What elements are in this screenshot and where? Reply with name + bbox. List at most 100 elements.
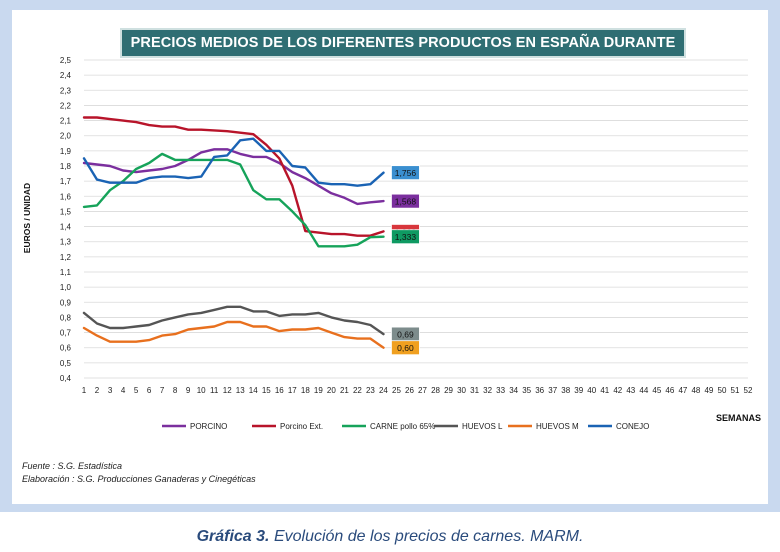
x-tick-label: 12 [223, 386, 232, 395]
x-tick-label: 25 [392, 386, 401, 395]
legend-item: CARNE pollo 65% [342, 422, 435, 431]
x-tick-label: 44 [639, 386, 648, 395]
caption-text: Evolución de los precios de carnes. MARM… [273, 528, 584, 545]
legend-item: PORCINO [162, 422, 227, 431]
x-tick-label: 6 [147, 386, 152, 395]
x-tick-label: 11 [210, 386, 219, 395]
x-tick-label: 19 [314, 386, 323, 395]
y-tick-label: 1,0 [60, 283, 72, 292]
legend-label: CONEJO [616, 422, 649, 431]
x-tick-label: 18 [301, 386, 310, 395]
x-tick-label: 16 [275, 386, 284, 395]
x-tick-label: 40 [587, 386, 596, 395]
y-tick-label: 0,6 [60, 344, 72, 353]
x-tick-label: 35 [522, 386, 531, 395]
x-tick-label: 4 [121, 386, 126, 395]
x-tick-label: 20 [327, 386, 336, 395]
y-tick-label: 1,6 [60, 192, 72, 201]
series-line [82, 152, 385, 248]
x-tick-label: 15 [262, 386, 271, 395]
end-value-box [391, 340, 420, 356]
end-value-text: 0,69 [397, 330, 414, 340]
y-tick-label: 1,2 [60, 253, 72, 262]
x-tick-label: 47 [678, 386, 687, 395]
y-tick-label: 1,4 [60, 223, 72, 232]
x-tick-label: 51 [731, 386, 740, 395]
series-line [82, 116, 385, 237]
x-tick-label: 28 [431, 386, 440, 395]
x-tick-label: 48 [691, 386, 700, 395]
figure-caption: Gráfica 3. Evolución de los precios de c… [0, 528, 780, 546]
x-tick-label: 2 [95, 386, 100, 395]
end-value-box [391, 165, 420, 181]
y-tick-label: 0,8 [60, 313, 72, 322]
x-tick-label: 43 [626, 386, 635, 395]
chart-title: PRECIOS MEDIOS DE LOS DIFERENTES PRODUCT… [120, 28, 686, 78]
y-tick-label: 1,5 [60, 207, 72, 216]
legend-label: HUEVOS L [462, 422, 503, 431]
x-tick-label: 33 [496, 386, 505, 395]
x-tick-label: 27 [418, 386, 427, 395]
y-tick-label: 0,4 [60, 374, 72, 383]
x-tick-label: 39 [574, 386, 583, 395]
legend-label: Porcino Ext. [280, 422, 323, 431]
x-tick-label: 24 [379, 386, 388, 395]
y-tick-label: 0,9 [60, 298, 72, 307]
x-tick-label: 21 [340, 386, 349, 395]
legend-item: HUEVOS M [508, 422, 579, 431]
caption-label: Gráfica 3. [196, 528, 270, 545]
end-value-label: 0,60 [391, 340, 420, 356]
x-tick-label: 37 [548, 386, 557, 395]
x-tick-label: 10 [197, 386, 206, 395]
y-tick-label: 2,3 [60, 86, 72, 95]
legend-item: HUEVOS L [434, 422, 503, 431]
x-tick-label: 41 [600, 386, 609, 395]
y-tick-label: 2,4 [60, 71, 72, 80]
x-tick-label: 50 [718, 386, 727, 395]
series-line [82, 320, 385, 349]
x-tick-label: 49 [704, 386, 713, 395]
x-tick-label: 3 [108, 386, 113, 395]
x-tick-label: 45 [652, 386, 661, 395]
x-tick-label: 17 [288, 386, 297, 395]
x-tick-label: 38 [561, 386, 570, 395]
end-value-text: 1,333 [395, 232, 417, 242]
y-tick-label: 1,3 [60, 238, 72, 247]
y-axis-label: EUROS / UNIDAD [22, 183, 32, 253]
y-tick-label: 2,1 [60, 117, 72, 126]
y-tick-label: 1,9 [60, 147, 72, 156]
x-tick-label: 36 [535, 386, 544, 395]
x-tick-label: 23 [366, 386, 375, 395]
x-tick-label: 13 [236, 386, 245, 395]
y-tick-label: 2,0 [60, 132, 72, 141]
end-value-label: 1,568 [391, 193, 420, 209]
x-tick-labels: 1 2 3 4 5 6 7 8 9 10 11 12 13 14 15 16 17 18 19 20 21 22 23 24 2… [82, 386, 753, 395]
series-line [82, 305, 385, 336]
legend: PORCINO Porcino Ext. CARNE pollo 65% HUEVOS… [162, 422, 649, 431]
y-tick-label: 1,8 [60, 162, 72, 171]
legend-item: Porcino Ext. [252, 422, 323, 431]
x-tick-label: 31 [470, 386, 479, 395]
y-tick-labels: 0,4 0,5 0,6 0,7 0,8 0,9 1,0 1,1 1,2 1,3 1,4 1,5 1,6 1… [60, 56, 72, 383]
x-tick-label: 34 [509, 386, 518, 395]
x-tick-label: 26 [405, 386, 414, 395]
x-tick-label: 8 [173, 386, 178, 395]
x-tick-label: 22 [353, 386, 362, 395]
y-tick-label: 2,5 [60, 56, 72, 65]
x-tick-label: 1 [82, 386, 87, 395]
legend-label: HUEVOS M [536, 422, 579, 431]
x-tick-label: 30 [457, 386, 466, 395]
end-value-label: 0,69 [391, 326, 420, 342]
y-tick-label: 0,7 [60, 329, 72, 338]
y-tick-label: 2,2 [60, 101, 72, 110]
x-tick-label: 46 [665, 386, 674, 395]
elaboration-note: Elaboración : S.G. Producciones Ganadera… [22, 474, 256, 484]
legend-label: CARNE pollo 65% [370, 422, 435, 431]
x-axis-label: SEMANAS [716, 413, 761, 423]
x-tick-label: 32 [483, 386, 492, 395]
x-tick-label: 9 [186, 386, 191, 395]
x-tick-label: 14 [249, 386, 258, 395]
legend-label: PORCINO [190, 422, 227, 431]
x-tick-label: 7 [160, 386, 165, 395]
